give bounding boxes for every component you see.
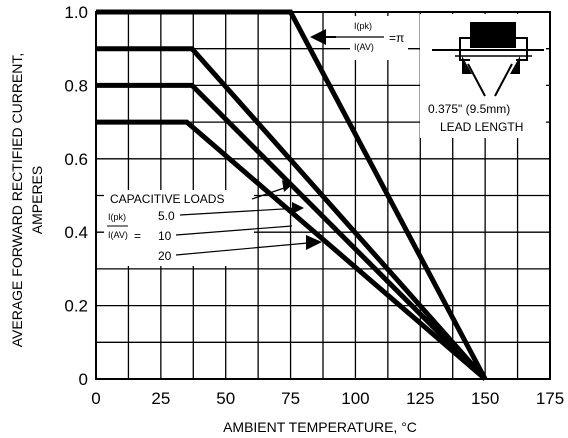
plot-frame xyxy=(95,11,551,380)
series-line-3 xyxy=(96,119,487,381)
lead-length-label: LEAD LENGTH xyxy=(440,120,523,134)
right-clip xyxy=(516,37,528,61)
left-lead-arrow xyxy=(467,63,486,97)
right-lead-arrow xyxy=(494,63,513,97)
resistive-ratio-denominator: I(AV) xyxy=(354,42,374,52)
resistive-ratio-equals: =π xyxy=(389,31,404,45)
resistive-annotation: I(pk) I(AV) =π xyxy=(310,16,408,60)
capacitive-annotation: CAPACITIVE LOADS I(pk) I(AV) = 5.0 10 20 xyxy=(104,180,322,266)
series-line-2 xyxy=(96,82,487,381)
series-line-0 xyxy=(96,9,488,381)
x-tick-label-3: 75 xyxy=(281,389,300,408)
right-lead-arrow-head xyxy=(510,56,520,74)
x-tick-label-6: 150 xyxy=(471,389,499,408)
lead-length-value: 0.375" (9.5mm) xyxy=(428,102,510,116)
tick-labels: 0 25 50 75 100 125 150 175 0 0.2 0.4 0.6 0.8 1.0 xyxy=(64,3,564,408)
series-group xyxy=(96,9,488,381)
y-axis-title-line-1: AVERAGE FORWARD RECTIFIED CURRENT, xyxy=(9,53,25,348)
y-tick-label-4: 0.8 xyxy=(64,76,88,95)
left-lead-arrow-head xyxy=(462,56,472,74)
capacitive-ratio-denominator: I(AV) xyxy=(108,230,128,240)
ratio-value-5: 5.0 xyxy=(158,209,175,223)
resistive-ratio-numerator: I(pk) xyxy=(354,21,372,31)
series-line-1 xyxy=(96,46,488,381)
x-axis-title: AMBIENT TEMPERATURE, °C xyxy=(223,419,417,435)
capacitive-ratio-numerator: I(pk) xyxy=(108,212,126,222)
x-tick-label-0: 0 xyxy=(91,389,100,408)
lead-length-inset: 0.375" (9.5mm) LEAD LENGTH xyxy=(420,14,546,138)
y-tick-label-2: 0.4 xyxy=(64,223,88,242)
y-tick-label-0: 0 xyxy=(79,370,88,389)
y-tick-label-3: 0.6 xyxy=(64,150,88,169)
ratio-value-20: 20 xyxy=(158,249,172,263)
x-tick-label-4: 100 xyxy=(341,389,369,408)
x-tick-label-2: 50 xyxy=(216,389,235,408)
x-tick-label-7: 175 xyxy=(536,389,564,408)
y-tick-label-5: 1.0 xyxy=(64,3,88,22)
capacitive-loads-title: CAPACITIVE LOADS xyxy=(110,192,224,206)
left-clip xyxy=(459,37,470,61)
y-tick-label-1: 0.2 xyxy=(64,297,88,316)
x-tick-label-5: 125 xyxy=(406,389,434,408)
y-axis-title-line-2: AMPERES xyxy=(29,166,45,234)
capacitive-ratio-equals: = xyxy=(134,229,141,243)
x-tick-label-1: 25 xyxy=(151,389,170,408)
ratio-value-10: 10 xyxy=(158,229,172,243)
diode-body xyxy=(470,22,516,48)
resistive-arrow-head xyxy=(310,29,326,45)
